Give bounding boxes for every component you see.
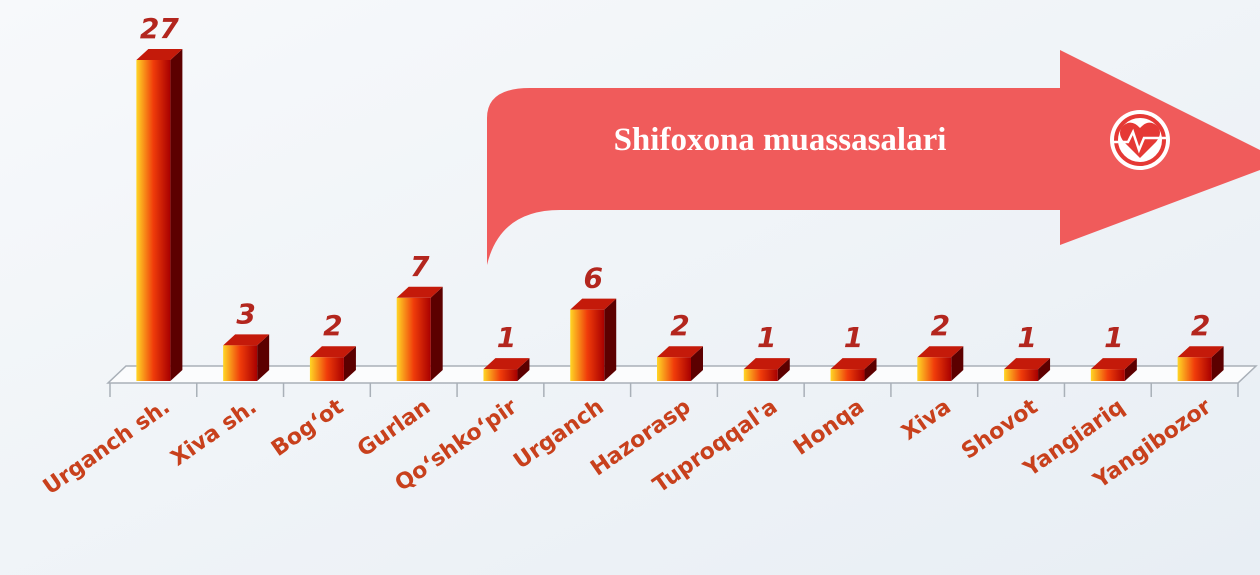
bar-top	[136, 49, 183, 60]
chart-title: Shifoxona muassasalari	[614, 122, 947, 158]
bar-top	[309, 346, 356, 358]
bar	[570, 298, 617, 381]
arrow	[487, 50, 1260, 265]
bar-front	[483, 369, 518, 381]
bar	[743, 358, 790, 381]
bar-top	[917, 346, 964, 358]
bar-top	[570, 298, 617, 310]
bar	[657, 346, 703, 381]
value-label: 2	[670, 309, 689, 342]
bar-top	[396, 286, 443, 298]
bar-front	[657, 357, 691, 381]
value-label: 2	[1191, 309, 1210, 342]
value-label: 27	[140, 12, 179, 45]
bar-front	[396, 297, 431, 381]
bar-top	[657, 346, 703, 358]
bar	[1177, 346, 1224, 381]
bar	[917, 346, 964, 381]
bar	[223, 334, 270, 381]
bar-side	[604, 298, 617, 381]
bar-front	[309, 357, 344, 381]
bar-side	[257, 334, 270, 381]
bar-side	[1211, 346, 1224, 381]
bar-top	[483, 358, 530, 370]
icon-heart	[1120, 122, 1160, 158]
bar-top	[1090, 358, 1137, 370]
bar-side	[517, 358, 530, 381]
bar	[396, 286, 443, 381]
value-label: 6	[583, 262, 602, 295]
bar-side	[864, 358, 877, 381]
bar-side	[170, 49, 183, 381]
bar	[1090, 358, 1137, 381]
bar-side	[430, 286, 443, 381]
bar	[1004, 358, 1051, 381]
bar-side	[1038, 358, 1051, 381]
bar-top	[743, 358, 790, 370]
icon-ring	[1114, 114, 1166, 166]
bar-top	[1177, 346, 1224, 358]
bar-front	[1090, 369, 1125, 381]
bar-front	[917, 357, 952, 381]
value-label: 1	[757, 321, 776, 354]
banner: Shifoxona muassasalari	[487, 50, 1260, 265]
bar-top	[223, 334, 270, 346]
bar-front	[223, 345, 258, 381]
bar-side	[1124, 358, 1137, 381]
icon-pulse	[1112, 128, 1168, 154]
value-label: 1	[497, 321, 516, 354]
bar-side	[951, 346, 964, 381]
value-label: 1	[844, 321, 863, 354]
value-label: 3	[236, 297, 255, 330]
bar	[136, 49, 183, 381]
bar-top	[1004, 358, 1051, 370]
bar-side	[343, 346, 356, 381]
value-label: 7	[410, 250, 430, 283]
value-label: 1	[1104, 321, 1123, 354]
bar	[483, 358, 530, 381]
bar-front	[570, 309, 605, 381]
bar-front	[830, 369, 865, 381]
value-label: 2	[931, 309, 950, 342]
bar	[830, 358, 877, 381]
bar-front	[1004, 369, 1039, 381]
bar	[309, 346, 356, 381]
bar-top	[830, 358, 877, 370]
bar-side	[777, 358, 790, 381]
bar-front	[743, 369, 778, 381]
bar-front	[136, 60, 171, 381]
bar-side	[691, 346, 703, 381]
value-label: 1	[1017, 321, 1036, 354]
bar-front	[1177, 357, 1212, 381]
value-label: 2	[323, 309, 342, 342]
